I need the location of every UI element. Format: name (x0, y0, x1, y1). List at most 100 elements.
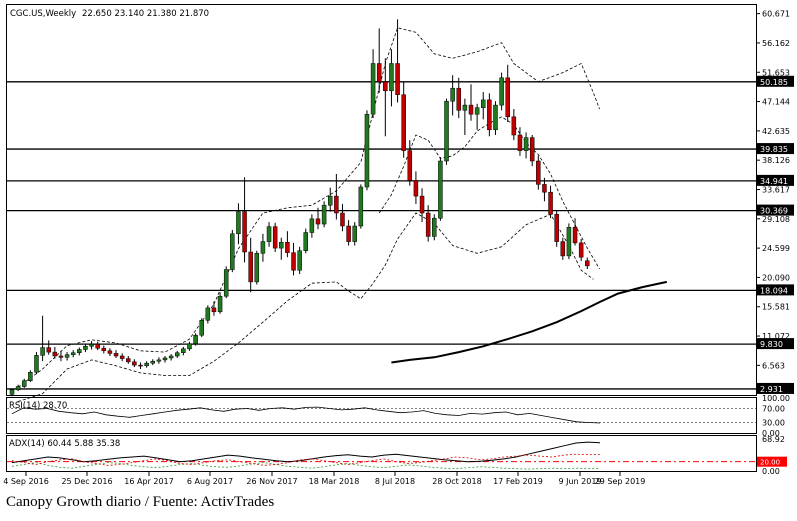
candle-body (150, 360, 156, 364)
rsi-pane-frame (6, 397, 757, 434)
candle-body (334, 195, 339, 214)
adx-label: ADX(14) 60.44 5.88 35.38 (9, 439, 120, 449)
candle-body (468, 104, 474, 115)
time-tick-label: 26 Nov 2017 (246, 477, 297, 486)
candle-body (297, 250, 302, 271)
rsi-indicator: 100.00 70.00 30.000.00 (7, 394, 790, 438)
candle-body (236, 211, 241, 235)
candle-body (279, 242, 284, 249)
candle-body (425, 212, 431, 237)
candle-body (168, 355, 174, 359)
bollinger-bands (17, 27, 600, 402)
time-tick-label: 9 Jun 2019 (558, 477, 601, 486)
price-tick-label: 42.635 (762, 127, 790, 136)
candle-body (266, 226, 272, 242)
candle-body (444, 100, 449, 162)
moving-average (391, 280, 668, 364)
main-pane-frame (6, 4, 757, 396)
adx-level-box (757, 456, 787, 467)
candle-body (578, 242, 584, 258)
candle-body (217, 295, 223, 313)
candle-body (58, 355, 64, 358)
level-label-box (757, 204, 794, 216)
level-label-box (757, 75, 794, 87)
candle-body (548, 191, 553, 215)
candle-body (174, 352, 180, 357)
level-label: 18.094 (760, 286, 788, 295)
candle-body (474, 107, 480, 115)
candle-body (162, 357, 168, 361)
candle-body (566, 227, 572, 257)
price-tick-label: 15.581 (762, 303, 790, 312)
candle-body (77, 349, 82, 353)
candle-body (230, 233, 235, 270)
candle-body (511, 116, 517, 136)
candle-body (46, 347, 51, 353)
candle-body (352, 225, 357, 242)
candle-body (432, 217, 437, 237)
horizontal-levels: 50.185 39.835 34.941 30.369 18.094 9.830 2.931 (7, 75, 794, 394)
candle-body (144, 362, 149, 366)
chart-caption: Canopy Growth diario / Fuente: ActivTrad… (6, 494, 275, 510)
candlesticks (9, 19, 590, 397)
candle-body (376, 63, 382, 82)
level-label: 2.931 (760, 385, 783, 394)
rsi-tick-label: 70.00 (762, 405, 785, 414)
candle-body (15, 386, 21, 391)
adx-pane-frame (6, 435, 757, 472)
candle-body (242, 211, 247, 253)
price-tick-label: 24.599 (762, 244, 790, 253)
candle-body (181, 348, 186, 354)
candle-body (138, 364, 143, 367)
candle-body (156, 359, 162, 362)
time-tick-label: 4 Sep 2016 (3, 477, 49, 486)
level-label-box (757, 284, 794, 296)
candle-body (95, 344, 100, 349)
candle-body (505, 77, 510, 118)
rsi-tick-label: 30.00 (762, 419, 785, 428)
symbol-label: CGC.US,Weekly (10, 9, 76, 19)
price-tick-label: 11.072 (762, 332, 790, 341)
price-tick-label: 38.126 (762, 156, 790, 165)
candle-body (480, 99, 486, 108)
candle-body (9, 389, 15, 395)
candle-body (395, 63, 400, 95)
time-tick-label: 25 Dec 2016 (61, 477, 112, 486)
price-tick-label: 33.617 (762, 185, 790, 194)
time-tick-label: 6 Aug 2017 (187, 477, 233, 486)
bollinger-middle-line (378, 116, 600, 270)
candle-body (529, 137, 535, 162)
price-tick-label: 47.144 (762, 98, 790, 107)
candle-body (321, 204, 327, 225)
candle-body (419, 195, 425, 214)
candle-body (52, 351, 58, 357)
candle-body (407, 150, 413, 181)
candle-body (21, 380, 27, 387)
time-tick-label: 29 Sep 2019 (595, 477, 646, 486)
time-tick-label: 8 Jul 2018 (375, 477, 415, 486)
candle-body (493, 104, 498, 131)
candle-body (248, 251, 253, 283)
bollinger-upper-line (17, 27, 600, 388)
adx-series-line (11, 441, 601, 464)
candle-body (346, 225, 351, 242)
candle-body (107, 350, 113, 354)
candle-body (254, 253, 260, 283)
time-tick-label: 18 Mar 2018 (309, 477, 360, 486)
time-tick-label: 17 Feb 2019 (493, 477, 543, 486)
candle-body (70, 352, 76, 355)
candle-body (327, 195, 333, 206)
candle-body (554, 214, 559, 242)
candle-body (28, 372, 33, 381)
time-axis: 4 Sep 2016 25 Dec 2016 16 Apr 2017 6 Aug 20… (3, 472, 645, 486)
candle-body (193, 334, 198, 344)
candle-body (462, 104, 468, 111)
adx-level-label: 20.00 (760, 459, 780, 467)
candle-body (438, 160, 443, 219)
sma-line (391, 280, 668, 364)
candle-body (89, 344, 94, 347)
price-tick-label: 56.162 (762, 39, 790, 48)
candle-body (542, 184, 547, 193)
adx-tick-label: 0.00 (762, 467, 780, 476)
adx-indicator: 20.00 68.92 0.00 (7, 435, 787, 476)
